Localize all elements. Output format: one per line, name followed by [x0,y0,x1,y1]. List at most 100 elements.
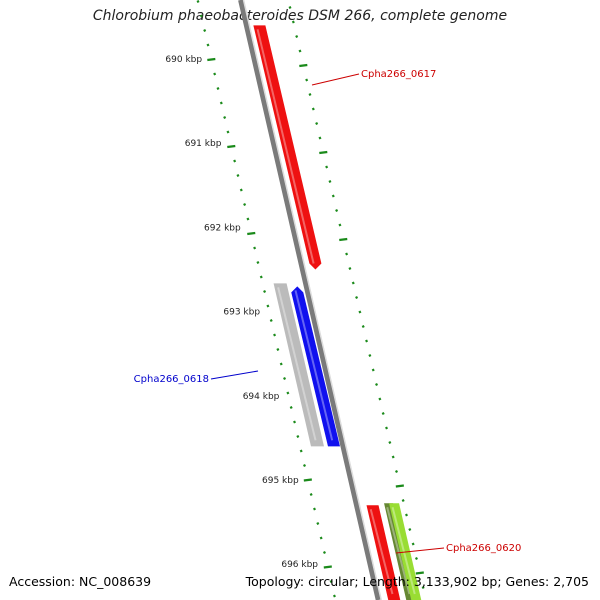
tick-mark [311,107,315,111]
tick-mark [331,194,335,198]
grey-feature-0618 [273,283,324,447]
tick-mark [401,499,405,502]
tick-mark [365,339,369,343]
tick-label: 694 kbp [243,392,280,402]
tick-mark [283,377,287,380]
tick-mark [319,150,328,155]
tick-mark [355,296,359,299]
green-feature-highlight [391,507,416,595]
features-layer [238,0,422,600]
gene-label[interactable]: Cpha266_0620 [446,543,521,554]
gene-arrow-cpha266-0620 [366,505,401,600]
tick-mark [395,470,398,473]
tick-label: 692 kbp [204,223,241,233]
gene-leader-line [395,547,445,554]
tick-mark [404,513,408,517]
tick-mark [286,391,290,395]
tick-mark [203,29,207,32]
left-tick-marks [196,0,336,598]
gene-arrow-cpha266-0620-highlight [369,509,394,595]
tick-mark [421,586,425,589]
tick-mark [368,354,372,357]
tick-mark [206,43,210,47]
tick-mark [273,333,277,337]
tick-mark [309,493,313,496]
tick-mark [319,536,323,540]
tick-mark [288,6,292,9]
tick-mark [253,246,257,250]
genome-summary-text: Topology: circular; Length: 3,133,902 bp… [245,574,589,589]
gene-leader-line [311,73,360,86]
tick-mark [348,267,352,270]
tick-label: 693 kbp [223,308,260,318]
tick-mark [279,362,283,366]
tick-mark [247,231,256,236]
tick-mark [391,455,395,459]
tick-mark [305,78,309,82]
tick-mark [328,180,332,183]
tick-mark [223,116,227,119]
gene-label[interactable]: Cpha266_0618 [134,374,209,385]
tick-mark [299,449,303,453]
gene-labels: Cpha266_0617 Cpha266_0618 Cpha266_0620 [134,69,522,554]
tick-mark [375,383,379,386]
tick-labels: 690 kbp 691 kbp 692 kbp 693 kbp 694 kbp 695 k… [165,55,318,570]
tick-mark [216,87,220,90]
tick-mark [332,594,336,598]
tick-label: 690 kbp [165,55,202,65]
tick-mark [219,101,223,105]
tick-mark [385,426,389,430]
tick-mark [351,281,355,285]
tick-mark [199,14,203,18]
tick-mark [408,528,412,531]
tick-mark [316,522,320,525]
gene-arrow-cpha266-0618 [291,286,340,447]
tick-mark [269,319,273,322]
tick-mark [293,420,297,424]
tick-mark [226,130,230,134]
tick-mark [345,252,349,256]
tick-mark [415,571,424,575]
tick-mark [315,122,319,125]
tick-mark [213,72,217,76]
tick-mark [207,57,216,62]
tick-mark [256,261,260,264]
tick-mark [303,464,306,467]
tick-label: 695 kbp [262,476,299,486]
gene-arrow-cpha266-0617-highlight [256,29,315,264]
tick-mark [323,565,332,569]
genome-title: Chlorobium phaeobacteroides DSM 266, com… [92,8,508,24]
tick-mark [299,63,308,68]
tick-mark [339,237,348,242]
tick-mark [298,49,302,53]
tick-mark [312,507,316,511]
tick-mark [259,275,263,279]
gene-arrow-cpha266-0617 [253,25,322,270]
right-tick-marks [288,6,425,589]
tick-mark [325,165,329,169]
tick-mark [329,580,333,583]
tick-mark [361,325,365,328]
tick-mark [335,209,339,212]
tick-mark [303,478,312,482]
tick-mark [263,290,267,293]
tick-mark [291,20,295,24]
gene-label[interactable]: Cpha266_0617 [361,69,436,80]
tick-mark [358,310,362,314]
tick-mark [381,412,385,415]
tick-mark [295,35,299,38]
tick-mark [289,406,293,409]
tick-mark [246,217,250,221]
tick-mark [322,551,326,554]
tick-mark [239,188,243,192]
accession-text: Accession: NC_008639 [9,574,152,589]
tick-mark [276,348,280,351]
tick-mark [371,368,375,372]
grey-feature-0618-highlight [277,287,317,441]
tick-mark [243,203,247,206]
tick-mark [388,441,392,444]
tick-mark [266,304,270,308]
gene-leader-line [210,370,259,380]
